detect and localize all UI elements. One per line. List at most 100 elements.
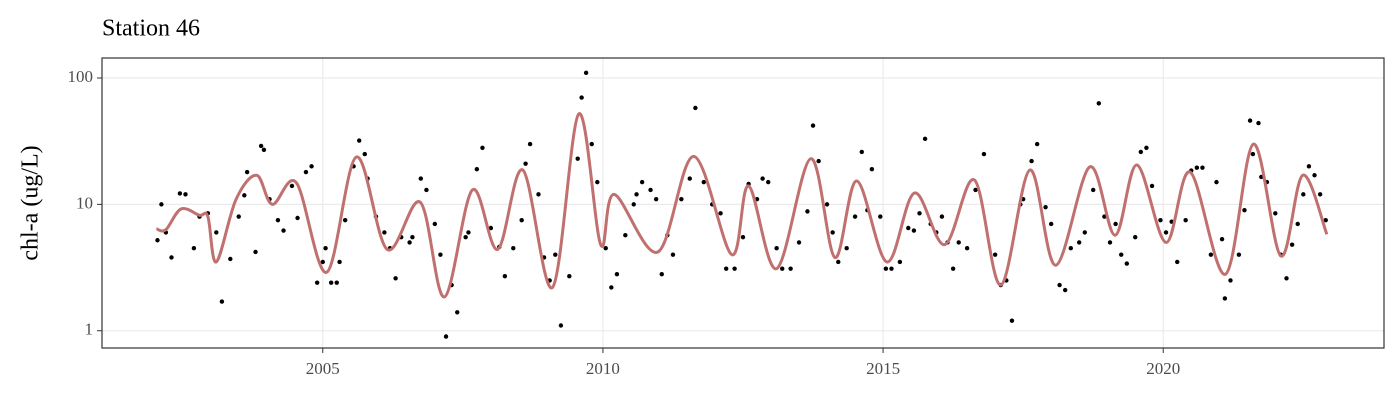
data-point — [1138, 149, 1144, 155]
data-point — [1247, 118, 1253, 123]
data-point — [639, 179, 645, 185]
data-point — [579, 95, 584, 100]
data-point — [634, 192, 639, 197]
data-point — [253, 249, 258, 255]
data-point — [653, 196, 659, 202]
data-point — [1119, 252, 1124, 257]
data-point — [289, 183, 295, 189]
data-point — [679, 196, 684, 202]
data-point — [1323, 217, 1328, 223]
data-point — [1306, 164, 1312, 169]
data-point — [883, 266, 889, 271]
data-point — [410, 234, 415, 240]
data-point — [609, 285, 614, 290]
data-point — [474, 166, 480, 172]
data-point — [1284, 276, 1289, 281]
data-point — [567, 274, 572, 279]
data-point — [1289, 242, 1295, 247]
data-point — [281, 228, 286, 233]
data-point — [511, 245, 516, 251]
data-point — [1090, 187, 1096, 193]
data-point — [723, 266, 729, 271]
data-point — [1062, 287, 1068, 293]
data-point — [1107, 240, 1113, 245]
data-point — [214, 230, 219, 235]
data-point — [631, 202, 636, 207]
data-point — [950, 266, 956, 271]
data-point — [878, 214, 883, 219]
y-tick-label: 10 — [76, 193, 93, 212]
data-point — [740, 234, 746, 240]
data-point — [810, 123, 816, 128]
data-point — [575, 156, 580, 161]
data-point — [1133, 234, 1138, 240]
data-point — [502, 274, 508, 279]
data-point — [701, 179, 706, 185]
data-point — [295, 215, 300, 221]
data-point — [1158, 217, 1163, 223]
data-point — [1194, 165, 1200, 170]
data-point — [519, 217, 524, 223]
plot-border — [101, 57, 1385, 349]
data-point — [169, 255, 174, 260]
data-point — [981, 151, 987, 157]
data-point — [992, 252, 998, 257]
data-point — [1163, 230, 1169, 235]
data-point — [527, 141, 533, 147]
data-point — [337, 259, 342, 265]
data-point — [788, 266, 793, 271]
data-point — [323, 245, 328, 251]
data-point — [1200, 165, 1205, 170]
data-point — [852, 214, 858, 219]
x-tick-label: 2020 — [1146, 359, 1180, 378]
data-point — [1068, 245, 1073, 251]
data-point — [424, 187, 429, 193]
data-point — [407, 240, 412, 245]
data-point — [780, 266, 785, 271]
x-tick-label: 2005 — [306, 359, 340, 378]
data-point — [869, 166, 875, 172]
data-point — [1034, 141, 1040, 147]
data-point — [536, 192, 541, 197]
data-point — [1175, 259, 1180, 265]
data-point — [309, 164, 314, 169]
data-point — [183, 192, 188, 197]
data-point — [906, 225, 911, 231]
data-point — [648, 187, 653, 193]
data-point — [1096, 101, 1101, 106]
data-point — [1222, 296, 1228, 301]
data-point — [1242, 207, 1247, 213]
data-point — [816, 158, 821, 164]
data-point — [603, 245, 608, 251]
data-point — [362, 151, 367, 157]
data-point — [583, 70, 589, 75]
data-point — [774, 245, 779, 251]
data-point — [155, 238, 160, 243]
data-point — [1113, 221, 1118, 227]
data-point — [824, 202, 830, 207]
data-point — [956, 240, 961, 245]
data-point — [244, 169, 250, 175]
data-point — [623, 233, 628, 238]
data-point — [159, 202, 164, 207]
data-point — [466, 230, 471, 235]
data-point — [670, 252, 676, 257]
data-point — [1317, 192, 1323, 197]
data-point — [760, 176, 765, 181]
data-point — [1076, 240, 1082, 245]
data-point — [1295, 221, 1300, 227]
data-point — [889, 266, 894, 271]
data-point — [314, 280, 320, 285]
data-point — [1214, 179, 1219, 185]
data-point — [964, 245, 970, 251]
data-point — [939, 214, 945, 219]
data-point — [480, 145, 485, 151]
data-point — [1273, 211, 1278, 216]
data-point — [1057, 282, 1062, 288]
data-point — [418, 176, 424, 181]
data-point — [258, 143, 264, 149]
data-point — [1048, 221, 1054, 227]
data-point — [859, 149, 864, 155]
data-point — [432, 221, 438, 227]
